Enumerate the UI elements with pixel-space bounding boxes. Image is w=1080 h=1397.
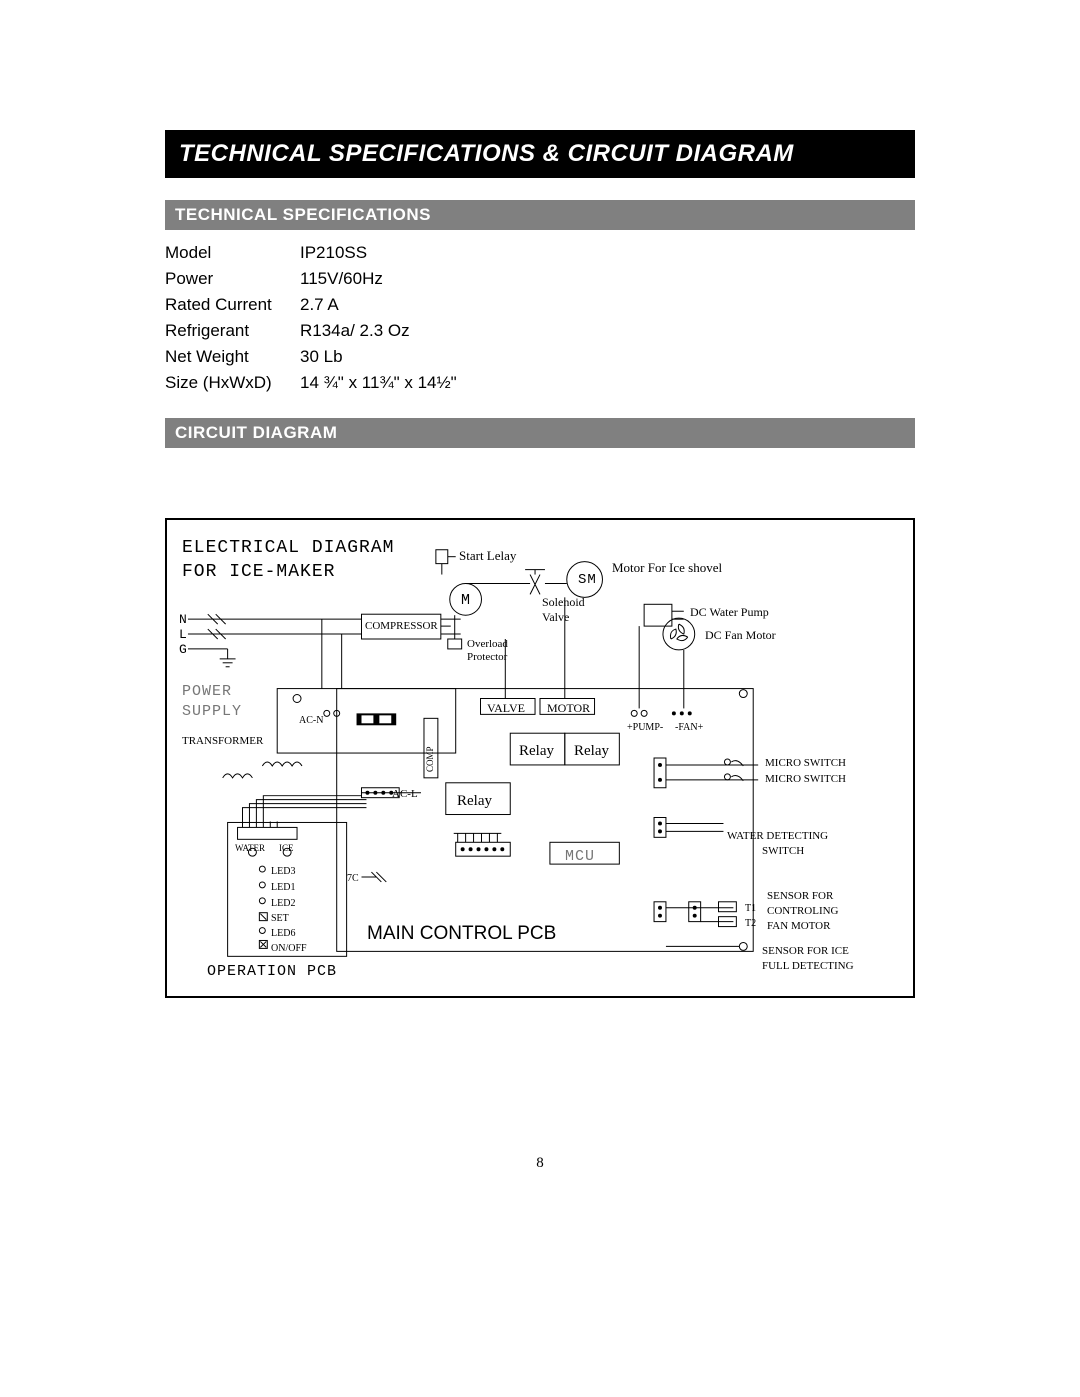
label-on-off: ON/OFF bbox=[271, 943, 307, 954]
label-motor: MOTOR bbox=[547, 701, 590, 716]
specs-section-header: TECHNICAL SPECIFICATIONS bbox=[165, 200, 915, 230]
label-led3: LED3 bbox=[271, 866, 295, 877]
label-t1: T1 bbox=[745, 903, 756, 914]
specs-table: Model IP210SS Power 115V/60Hz Rated Curr… bbox=[165, 240, 915, 396]
label-led2: LED2 bbox=[271, 898, 295, 909]
label-operation-pcb: OPERATION PCB bbox=[207, 963, 337, 980]
table-row: Model IP210SS bbox=[165, 240, 915, 266]
label-micro-switch-2: MICRO SWITCH bbox=[765, 773, 846, 785]
page-number: 8 bbox=[536, 1155, 544, 1172]
label-m: M bbox=[461, 592, 471, 609]
spec-value: 115V/60Hz bbox=[300, 269, 915, 289]
label-g: G bbox=[179, 642, 188, 657]
label-sensor-for: SENSOR FOR bbox=[767, 890, 833, 902]
label-set: SET bbox=[271, 913, 289, 924]
spec-label: Rated Current bbox=[165, 295, 300, 315]
label-valve: VALVE bbox=[487, 701, 525, 716]
label-switch: SWITCH bbox=[762, 845, 804, 857]
spec-label: Net Weight bbox=[165, 347, 300, 367]
label-comp: COMP bbox=[425, 746, 435, 772]
spec-value: 30 Lb bbox=[300, 347, 915, 367]
label-dc-fan-motor: DC Fan Motor bbox=[705, 628, 776, 643]
page-title: TECHNICAL SPECIFICATIONS & CIRCUIT DIAGR… bbox=[165, 130, 915, 178]
label-start-relay: Start Lelay bbox=[459, 548, 516, 564]
diagram-title-2: FOR ICE-MAKER bbox=[182, 562, 335, 582]
label-compressor: COMPRESSOR bbox=[365, 620, 438, 632]
label-ice: ICE bbox=[279, 843, 294, 853]
label-transformer: TRANSFORMER bbox=[182, 735, 263, 747]
label-fan: -FAN+ bbox=[675, 722, 703, 733]
diagram-title-1: ELECTRICAL DIAGRAM bbox=[182, 538, 394, 558]
table-row: Power 115V/60Hz bbox=[165, 266, 915, 292]
spec-value: R134a/ 2.3 Oz bbox=[300, 321, 915, 341]
spec-value: 14 ¾" x 11¾" x 14½" bbox=[300, 373, 915, 393]
label-overload: Overload bbox=[467, 638, 508, 650]
circuit-section-header: CIRCUIT DIAGRAM bbox=[165, 418, 915, 448]
label-relay1: Relay bbox=[519, 743, 554, 760]
label-t2: T2 bbox=[745, 918, 756, 929]
label-led6: LED6 bbox=[271, 928, 295, 939]
label-full-detecting: FULL DETECTING bbox=[762, 960, 854, 972]
label-7c: 7C bbox=[347, 873, 359, 884]
label-micro-switch-1: MICRO SWITCH bbox=[765, 757, 846, 769]
label-n: N bbox=[179, 612, 188, 627]
label-mcu: MCU bbox=[565, 848, 595, 865]
spec-label: Size (HxWxD) bbox=[165, 373, 300, 393]
spec-label: Refrigerant bbox=[165, 321, 300, 341]
label-relay3: Relay bbox=[457, 793, 492, 810]
label-protector: Protector bbox=[467, 651, 507, 663]
label-ac-n: AC-N bbox=[299, 715, 323, 726]
label-valve-small: Valve bbox=[542, 610, 569, 625]
spec-label: Model bbox=[165, 243, 300, 263]
label-supply: SUPPLY bbox=[182, 703, 242, 720]
label-solenoid: Solenoid bbox=[542, 595, 585, 610]
label-sm: SM bbox=[578, 572, 597, 588]
circuit-diagram: ELECTRICAL DIAGRAM FOR ICE-MAKER Start L… bbox=[165, 518, 915, 998]
label-l: L bbox=[179, 627, 188, 642]
label-water: WATER bbox=[235, 843, 265, 853]
label-motor-ice-shovel: Motor For Ice shovel bbox=[612, 560, 722, 576]
spec-value: IP210SS bbox=[300, 243, 915, 263]
label-sensor-ice: SENSOR FOR ICE bbox=[762, 945, 849, 957]
label-led1: LED1 bbox=[271, 882, 295, 893]
table-row: Refrigerant R134a/ 2.3 Oz bbox=[165, 318, 915, 344]
spec-value: 2.7 A bbox=[300, 295, 915, 315]
table-row: Rated Current 2.7 A bbox=[165, 292, 915, 318]
label-ac-l: AC-L bbox=[392, 788, 418, 800]
label-dc-water-pump: DC Water Pump bbox=[690, 605, 769, 620]
label-controling: CONTROLING bbox=[767, 905, 839, 917]
label-power: POWER bbox=[182, 683, 232, 700]
table-row: Net Weight 30 Lb bbox=[165, 344, 915, 370]
label-main-control-pcb: MAIN CONTROL PCB bbox=[367, 923, 556, 945]
label-fan-motor: FAN MOTOR bbox=[767, 920, 830, 932]
spec-label: Power bbox=[165, 269, 300, 289]
table-row: Size (HxWxD) 14 ¾" x 11¾" x 14½" bbox=[165, 370, 915, 396]
label-water-detecting: WATER DETECTING bbox=[727, 830, 828, 842]
label-relay2: Relay bbox=[574, 743, 609, 760]
label-pump: +PUMP- bbox=[627, 722, 663, 733]
